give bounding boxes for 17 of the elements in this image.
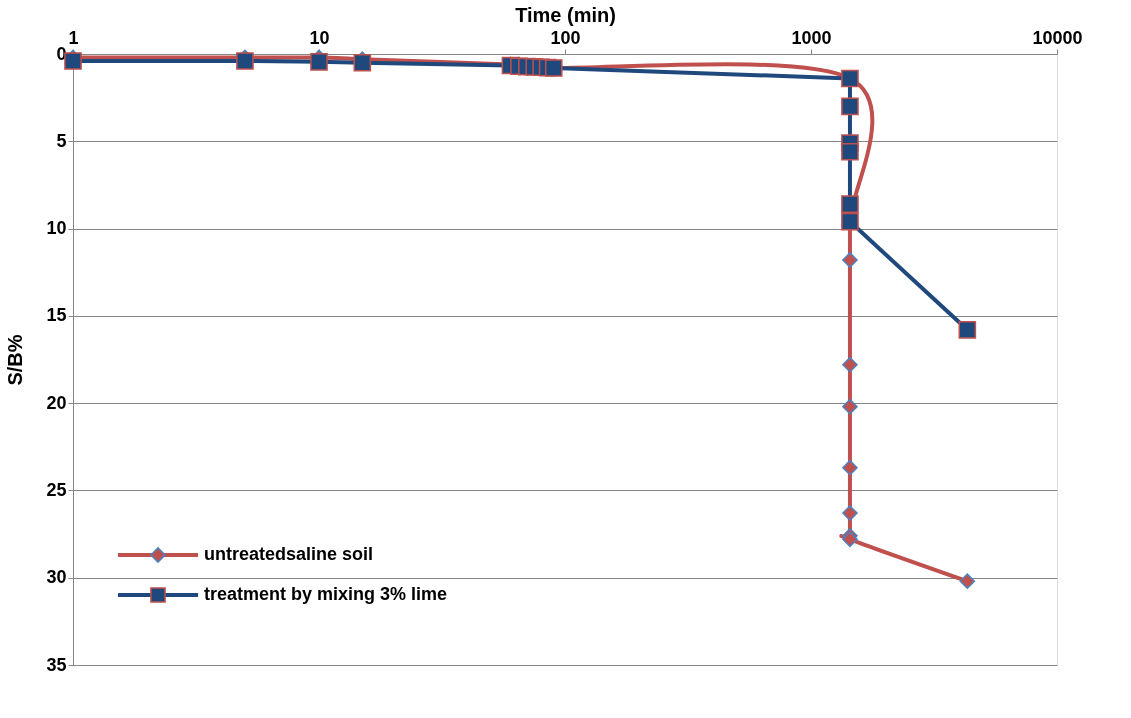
legend-label: treatment by mixing 3% lime	[204, 584, 448, 604]
y-tick-label: 35	[46, 654, 67, 675]
y-tick-label: 15	[46, 305, 67, 326]
x-axis-title: Time (min)	[515, 3, 616, 26]
x-tick-label: 100	[550, 27, 581, 48]
x-tick-label: 10	[309, 27, 330, 48]
y-tick-label: 5	[56, 130, 67, 151]
y-axis-title: S/B%	[4, 334, 27, 386]
y-tick-label: 0	[56, 43, 67, 64]
x-tick-label: 1	[68, 27, 79, 48]
x-tick-label: 10000	[1032, 27, 1083, 48]
y-tick-label: 10	[46, 218, 67, 239]
y-tick-label: 20	[46, 392, 67, 413]
y-tick-label: 30	[46, 567, 67, 588]
legend-label: untreatedsaline soil	[204, 544, 374, 564]
y-tick-label: 25	[46, 479, 67, 500]
x-tick-label: 1000	[791, 27, 832, 48]
